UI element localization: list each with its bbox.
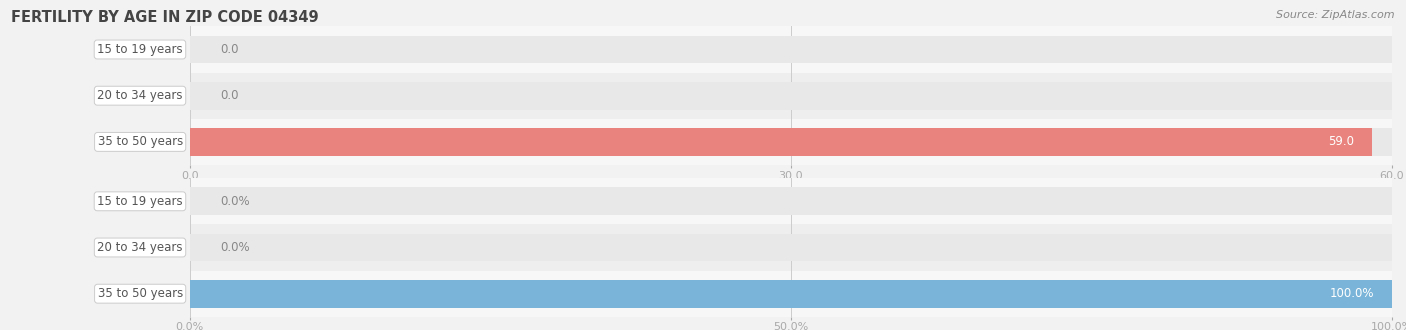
Bar — [190, 280, 1392, 308]
Text: FERTILITY BY AGE IN ZIP CODE 04349: FERTILITY BY AGE IN ZIP CODE 04349 — [11, 10, 319, 25]
Text: 35 to 50 years: 35 to 50 years — [97, 135, 183, 148]
Text: 20 to 34 years: 20 to 34 years — [97, 89, 183, 102]
Text: 35 to 50 years: 35 to 50 years — [97, 287, 183, 300]
Bar — [190, 280, 1392, 308]
Text: 100.0%: 100.0% — [1330, 287, 1374, 300]
Bar — [190, 26, 1392, 73]
Text: 15 to 19 years: 15 to 19 years — [97, 43, 183, 56]
Bar — [190, 128, 1392, 156]
Bar — [190, 128, 1372, 156]
Text: 15 to 19 years: 15 to 19 years — [97, 195, 183, 208]
Text: 20 to 34 years: 20 to 34 years — [97, 241, 183, 254]
Bar — [190, 82, 1392, 110]
Bar — [190, 119, 1392, 165]
Bar — [190, 224, 1392, 271]
Bar — [190, 234, 1392, 261]
Text: 59.0: 59.0 — [1327, 135, 1354, 148]
Bar — [190, 36, 1392, 63]
Text: Source: ZipAtlas.com: Source: ZipAtlas.com — [1277, 10, 1395, 20]
Text: 0.0%: 0.0% — [219, 195, 249, 208]
Bar — [190, 73, 1392, 119]
Bar — [190, 178, 1392, 224]
Text: 0.0: 0.0 — [219, 43, 239, 56]
Text: 0.0%: 0.0% — [219, 241, 249, 254]
Text: 0.0: 0.0 — [219, 89, 239, 102]
Bar — [190, 271, 1392, 317]
Bar — [190, 187, 1392, 215]
